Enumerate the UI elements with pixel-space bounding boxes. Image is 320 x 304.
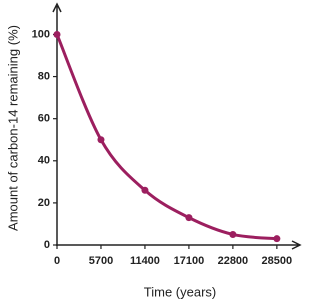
point bbox=[273, 235, 281, 243]
point bbox=[185, 214, 193, 222]
x-tick-label: 5700 bbox=[89, 255, 113, 267]
y-tick-label: 100 bbox=[32, 28, 50, 40]
x-tick-label: 17100 bbox=[174, 255, 205, 267]
y-axis bbox=[52, 2, 62, 246]
chart: Amount of carbon-14 remaining (%) Time (… bbox=[5, 2, 302, 299]
point bbox=[97, 136, 105, 144]
y-tick-label: 0 bbox=[44, 239, 50, 251]
y-tick-label: 60 bbox=[38, 113, 50, 125]
x-tick-label: 22800 bbox=[218, 255, 249, 267]
x-tick-label: 11400 bbox=[130, 255, 160, 267]
x-tick-label: 0 bbox=[54, 255, 60, 267]
y-axis-label: Amount of carbon-14 remaining (%) bbox=[5, 25, 20, 231]
y-tick-label: 80 bbox=[38, 70, 50, 82]
point bbox=[141, 186, 149, 194]
x-axis bbox=[56, 240, 302, 250]
line bbox=[55, 33, 277, 241]
x-tick-label: 28500 bbox=[262, 255, 293, 267]
x-axis-label: Time (years) bbox=[144, 284, 216, 299]
y-tick-label: 20 bbox=[38, 197, 50, 209]
y-tick-label: 40 bbox=[38, 155, 50, 167]
point bbox=[229, 230, 237, 238]
point bbox=[53, 30, 61, 38]
page: Amount of carbon-14 remaining (%) Time (… bbox=[5, 2, 302, 300]
